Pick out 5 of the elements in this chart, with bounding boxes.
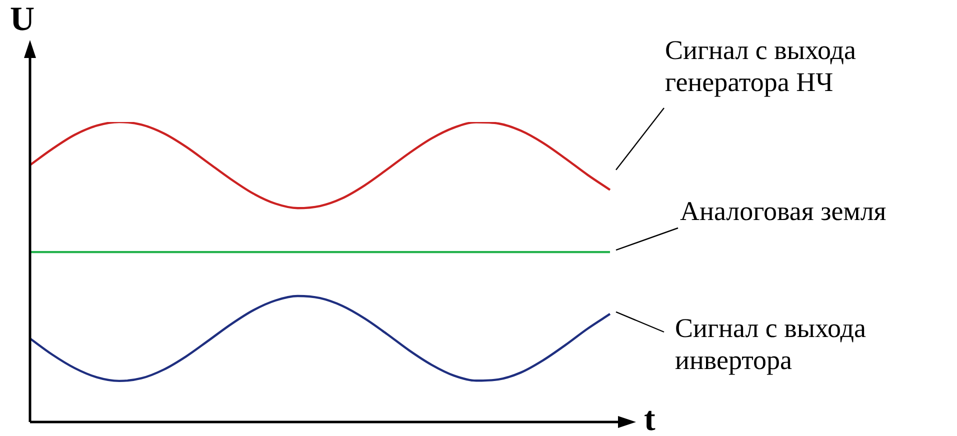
text: Аналоговая земля (680, 195, 888, 227)
text: Сигнал с выхода инвертора (675, 312, 867, 376)
x-axis-title: t (644, 401, 656, 436)
text: Сигнал с выхода генератора НЧ (665, 34, 857, 98)
y-axis-title: U (10, 1, 35, 38)
